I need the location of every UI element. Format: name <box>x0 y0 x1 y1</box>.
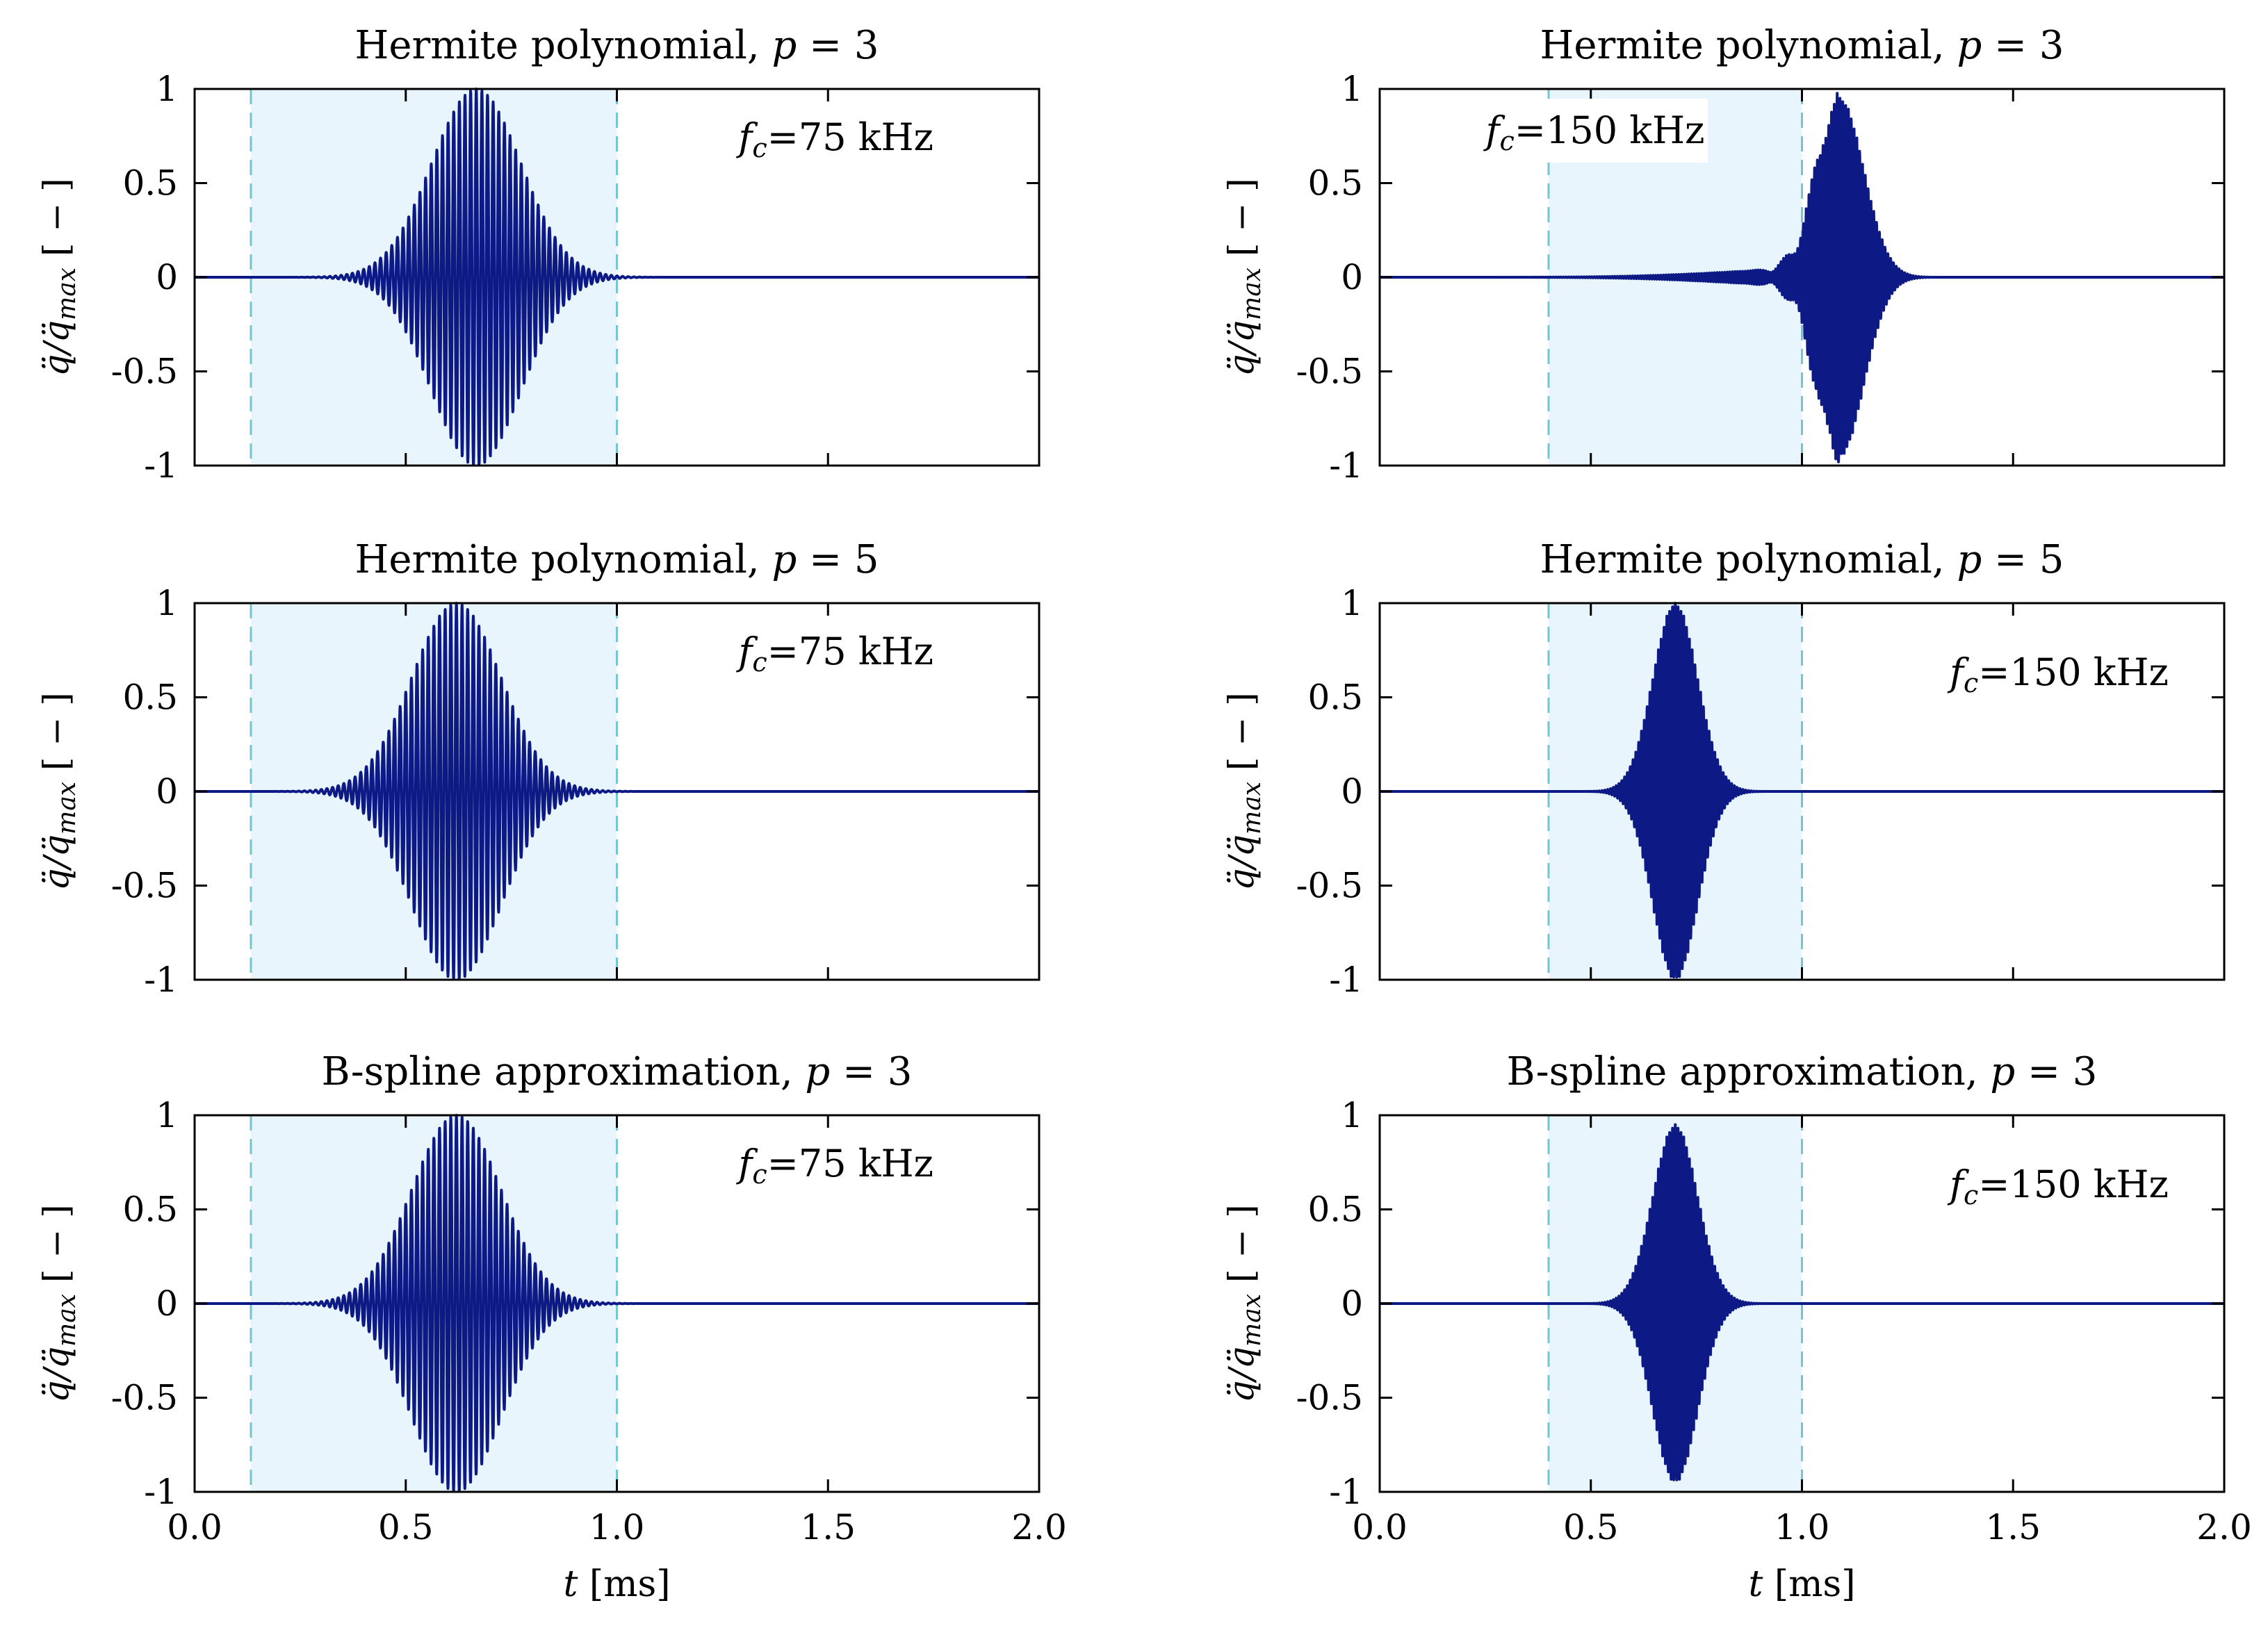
chart-title: Hermite polynomial, p = 5 <box>1540 537 2064 582</box>
signal-line <box>1378 602 2226 979</box>
y-tick-label: 0.5 <box>1307 677 1363 718</box>
y-tick-label: -1 <box>1329 1472 1363 1512</box>
y-axis-label: q̈/q̈max [ − ] <box>1221 178 1266 376</box>
y-axis-label: q̈/q̈max [ − ] <box>36 1204 81 1402</box>
x-tick-label: 1.0 <box>1775 1507 1830 1547</box>
chart-panel-3: 1 0.5 0 -0.5 -1 Hermite polynomial, p = 5 q̈/q… <box>36 537 1041 1000</box>
y-tick-label: 0 <box>156 1283 178 1324</box>
y-tick-label: 1 <box>156 1095 178 1135</box>
y-tick-label: 1 <box>1341 1095 1363 1135</box>
frequency-annotation: fc=150 kHz <box>1947 650 2169 698</box>
x-tick-label: 1.0 <box>589 1507 645 1547</box>
y-axis-label: q̈/q̈max [ − ] <box>1221 692 1266 890</box>
signal-line <box>193 1114 1041 1493</box>
x-tick-label: 0.5 <box>378 1507 434 1547</box>
y-tick-label: 0 <box>156 771 178 812</box>
signal-line <box>1378 92 2226 463</box>
chart-title: B-spline approximation, p = 3 <box>1507 1049 2098 1094</box>
y-tick-label: 0.5 <box>122 163 178 204</box>
signal-line <box>193 88 1041 466</box>
y-tick-label: 1 <box>1341 69 1363 109</box>
y-tick-label: -1 <box>1329 960 1363 1000</box>
frequency-annotation: fc=150 kHz <box>1947 1162 2169 1210</box>
y-tick-label: 0 <box>156 257 178 297</box>
x-axis-label: t [ms] <box>1748 1563 1855 1605</box>
y-axis-label: q̈/q̈max [ − ] <box>1221 1204 1266 1402</box>
x-tick-label: 0.5 <box>1563 1507 1619 1547</box>
x-axis-label: t [ms] <box>563 1563 670 1605</box>
frequency-annotation: fc=75 kHz <box>735 115 933 163</box>
y-tick-label: -0.5 <box>1296 352 1363 392</box>
chart-title: Hermite polynomial, p = 3 <box>1540 23 2064 68</box>
y-tick-label: 0.5 <box>122 1190 178 1230</box>
frequency-annotation: fc=150 kHz <box>1483 108 1704 156</box>
y-tick-label: 1 <box>156 69 178 109</box>
y-tick-label: -0.5 <box>111 1378 178 1418</box>
y-tick-label: -0.5 <box>1296 866 1363 906</box>
chart-title: Hermite polynomial, p = 3 <box>354 23 879 68</box>
chart-panel-6: 1 0.5 0 -0.5 -10.0 0.5 1.0 1.5 2.0 B-spline appro… <box>1221 1049 2252 1605</box>
x-tick-label: 1.5 <box>1985 1507 2041 1547</box>
x-tick-label: 0.0 <box>167 1507 222 1547</box>
y-tick-label: 0 <box>1341 1283 1363 1324</box>
y-tick-label: -1 <box>144 960 178 1000</box>
y-tick-label: 0.5 <box>1307 1190 1363 1230</box>
chart-title: Hermite polynomial, p = 5 <box>354 537 879 582</box>
y-axis-label: q̈/q̈max [ − ] <box>36 692 81 890</box>
x-tick-label: 2.0 <box>1011 1507 1067 1547</box>
frequency-annotation: fc=75 kHz <box>735 1142 933 1190</box>
y-tick-label: 0.5 <box>1307 163 1363 204</box>
y-tick-label: -0.5 <box>1296 1378 1363 1418</box>
y-tick-label: -1 <box>1329 445 1363 486</box>
y-tick-label: -0.5 <box>111 352 178 392</box>
y-tick-label: -1 <box>144 445 178 486</box>
y-tick-label: 1 <box>1341 583 1363 623</box>
x-tick-label: 0.0 <box>1352 1507 1408 1547</box>
chart-panel-4: 1 0.5 0 -0.5 -1 Hermite polynomial, p = 5 q̈/q… <box>1221 537 2226 1000</box>
chart-panel-1: 1 0.5 0 -0.5 -1 Hermite polynomial, p = 3 q̈/q… <box>36 23 1041 486</box>
signal-line <box>193 602 1041 980</box>
chart-panel-5: 1 0.5 0 -0.5 -10.0 0.5 1.0 1.5 2.0 B-spline appro… <box>36 1049 1067 1605</box>
y-tick-label: -0.5 <box>111 866 178 906</box>
x-tick-label: 2.0 <box>2196 1507 2252 1547</box>
chart-title: B-spline approximation, p = 3 <box>322 1049 913 1094</box>
y-tick-label: 1 <box>156 583 178 623</box>
y-tick-label: 0.5 <box>122 677 178 718</box>
x-tick-label: 1.5 <box>800 1507 856 1547</box>
y-tick-label: 0 <box>1341 257 1363 297</box>
signal-line <box>1378 1123 2226 1481</box>
y-tick-label: -1 <box>144 1472 178 1512</box>
annotation-background <box>1437 99 1708 163</box>
y-tick-label: 0 <box>1341 771 1363 812</box>
y-axis-label: q̈/q̈max [ − ] <box>36 178 81 376</box>
chart-panel-2: 1 0.5 0 -0.5 -1 Hermite polynomial, p = 3 q̈/q… <box>1221 23 2226 486</box>
frequency-annotation: fc=75 kHz <box>735 630 933 677</box>
